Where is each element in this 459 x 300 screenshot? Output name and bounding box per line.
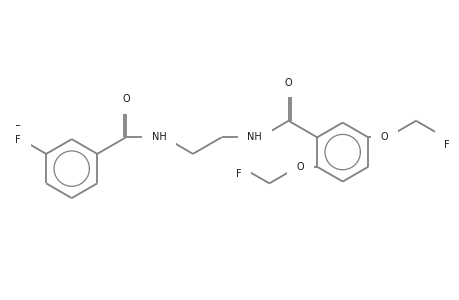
Text: O: O — [122, 94, 129, 104]
Text: F: F — [227, 163, 233, 173]
Text: O: O — [296, 162, 304, 172]
Text: F: F — [443, 140, 449, 150]
Text: NH: NH — [151, 132, 166, 142]
Text: F: F — [232, 154, 237, 165]
Text: F: F — [15, 125, 20, 135]
Text: NH: NH — [247, 132, 262, 142]
Text: O: O — [284, 78, 291, 88]
Text: O: O — [380, 132, 388, 142]
Text: F: F — [452, 134, 458, 143]
Text: F: F — [15, 135, 21, 146]
Text: F: F — [6, 135, 11, 146]
Text: F: F — [235, 169, 241, 179]
Text: F: F — [447, 125, 453, 135]
